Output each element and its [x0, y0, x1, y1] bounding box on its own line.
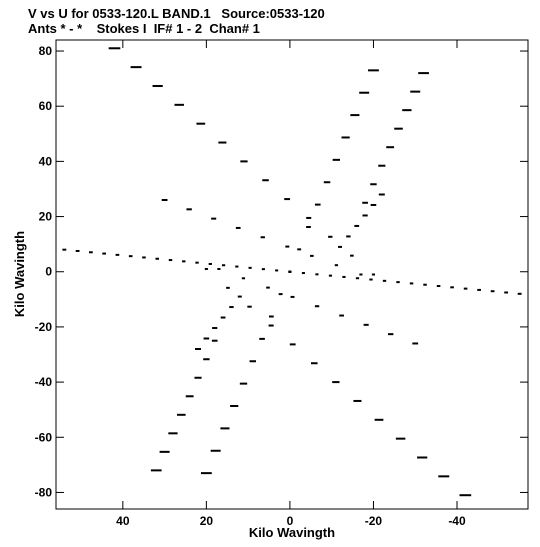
- chart-title: V vs U for 0533-120.L BAND.1 Source:0533…: [28, 6, 325, 21]
- x-tick-label: 20: [200, 514, 214, 528]
- data-marks: [62, 47, 522, 497]
- y-tick-label: -80: [35, 485, 53, 499]
- y-axis-label: Kilo Wavingth: [12, 231, 27, 317]
- y-tick-label: -60: [35, 430, 53, 444]
- y-tick-label: 0: [45, 265, 52, 279]
- x-tick-label: -40: [448, 514, 466, 528]
- y-tick-label: -40: [35, 375, 53, 389]
- plot-frame: [55, 39, 529, 510]
- axis-ticks: 40 20 0 -20 -40 80 60 40 20 0 -20 -40 -60 -80: [35, 40, 528, 528]
- x-tick-label: -20: [365, 514, 383, 528]
- y-tick-label: -20: [35, 320, 53, 334]
- chart-subtitle: Ants * - * Stokes I IF# 1 - 2 Chan# 1: [28, 21, 260, 36]
- y-tick-label: 80: [39, 44, 53, 58]
- y-tick-label: 40: [39, 154, 53, 168]
- x-tick-label: 0: [287, 514, 294, 528]
- y-tick-label: 20: [39, 210, 53, 224]
- y-tick-label: 60: [39, 99, 53, 113]
- x-tick-label: 40: [116, 514, 130, 528]
- x-axis-label: Kilo Wavingth: [249, 525, 335, 540]
